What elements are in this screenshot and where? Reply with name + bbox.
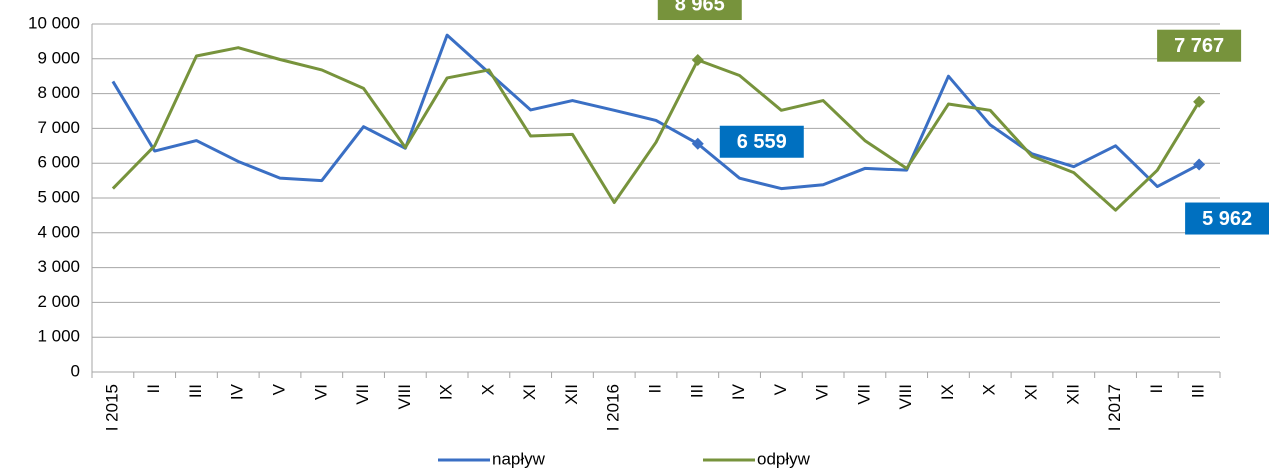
series-line [111, 33, 1200, 191]
value-label: 7 767 [1174, 35, 1224, 57]
x-tick-label: III [687, 384, 706, 398]
point-marker [691, 54, 704, 67]
x-tick-label: III [186, 384, 205, 398]
x-tick-label: I 2015 [102, 384, 121, 431]
value-label: 6 559 [737, 131, 787, 153]
y-tick-label: 10 000 [28, 13, 80, 32]
x-tick-label: X [980, 384, 999, 395]
x-tick-label: IX [938, 384, 957, 400]
x-tick-label: XII [1063, 384, 1082, 405]
value-label-box [1185, 202, 1269, 235]
y-tick-label: 6 000 [37, 153, 80, 172]
value-label: 8 965 [675, 0, 725, 15]
x-tick-label: II [645, 384, 664, 393]
y-tick-label: 5 000 [37, 187, 80, 206]
x-tick-label: II [1147, 384, 1166, 393]
x-tick-label: III [1189, 384, 1208, 398]
x-tick-label: VI [311, 384, 330, 400]
x-tick-label: V [269, 383, 288, 395]
x-tick-label: VIII [896, 384, 915, 410]
y-tick-label: 0 [71, 361, 80, 380]
legend-label: odpływ [757, 449, 811, 468]
point-marker [1193, 95, 1206, 108]
point-marker [1193, 158, 1206, 171]
x-tick-label: VIII [395, 384, 414, 410]
x-tick-label: VII [353, 384, 372, 405]
x-tick-label: XII [562, 384, 581, 405]
x-tick-label: X [478, 384, 497, 395]
y-tick-label: 3 000 [37, 257, 80, 276]
y-tick-label: 7 000 [37, 118, 80, 137]
x-tick-label: I 2016 [604, 384, 623, 431]
value-label-box [657, 0, 742, 21]
x-tick-label: VI [813, 384, 832, 400]
y-tick-label: 1 000 [37, 327, 80, 346]
y-tick-label: 8 000 [37, 83, 80, 102]
x-tick-label: V [771, 383, 790, 395]
x-tick-label: IX [437, 384, 456, 400]
series-line [111, 46, 1201, 212]
legend-label: napływ [492, 449, 546, 468]
point-marker [691, 137, 704, 150]
y-tick-label: 9 000 [37, 48, 80, 67]
value-label-box [1157, 29, 1242, 62]
x-tick-label: XI [1021, 384, 1040, 400]
x-tick-label: IV [729, 383, 748, 400]
y-tick-label: 4 000 [37, 222, 80, 241]
value-label: 5 962 [1202, 208, 1252, 230]
y-tick-label: 2 000 [37, 292, 80, 311]
x-tick-label: IV [228, 383, 247, 400]
x-tick-label: VII [854, 384, 873, 405]
x-tick-label: I 2017 [1105, 384, 1124, 431]
value-label-box [719, 125, 804, 158]
x-tick-label: II [144, 384, 163, 393]
x-tick-label: XI [520, 384, 539, 400]
